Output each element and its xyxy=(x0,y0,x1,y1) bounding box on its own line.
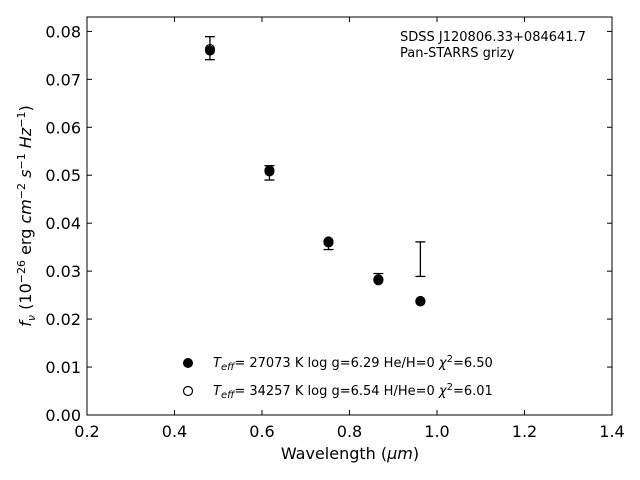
y-tick-label: 0.02 xyxy=(45,310,81,329)
error-bar xyxy=(415,241,426,278)
x-axis: 0.2 0.4 0.6 0.8 1.0 1.2 1.4 xyxy=(74,17,625,441)
x-tick-label: 0.8 xyxy=(337,422,362,441)
y-axis-label: fν (10−26 erg cm−2 s−1 Hz−1) xyxy=(15,105,38,326)
y-tick-label: 0.07 xyxy=(45,70,81,89)
y-tick-label: 0.04 xyxy=(45,214,81,233)
y-tick-label: 0.05 xyxy=(45,166,81,185)
y-tick-label: 0.08 xyxy=(45,22,81,41)
error-bar xyxy=(264,165,275,181)
x-tick-label: 1.4 xyxy=(599,422,624,441)
y-tick-label: 0.00 xyxy=(45,406,81,425)
error-bar xyxy=(323,240,334,251)
error-bar xyxy=(204,36,215,61)
model-point-filled xyxy=(415,295,426,306)
legend-label-2: Teff= 34257 K log g=6.54 H/He=0 χ2=6.01 xyxy=(213,382,493,401)
annotation-survey: Pan-STARRS grizy xyxy=(400,46,515,61)
legend-marker-filled xyxy=(183,358,193,368)
x-tick-label: 1.2 xyxy=(512,422,537,441)
y-tick-label: 0.01 xyxy=(45,358,81,377)
annotation-object-name: SDSS J120806.33+084641.7 xyxy=(400,30,586,45)
x-tick-label: 0.4 xyxy=(162,422,187,441)
legend-label-2-values: = 34257 K log g=6.54 H/He=0 xyxy=(234,384,439,399)
x-tick-label: 0.2 xyxy=(74,422,99,441)
x-axis-label: Wavelength (μm) xyxy=(281,444,419,463)
legend-label-2-chi: =6.01 xyxy=(453,384,493,399)
x-tick-label: 1.0 xyxy=(424,422,449,441)
x-tick-label: 0.6 xyxy=(249,422,274,441)
legend-label-1: Teff= 27073 K log g=6.29 He/H=0 χ2=6.50 xyxy=(213,354,493,373)
legend-marker-open xyxy=(182,385,194,397)
y-tick-label: 0.03 xyxy=(45,262,81,281)
y-tick-label: 0.06 xyxy=(45,118,81,137)
y-axis: 0.00 0.01 0.02 0.03 0.04 0.05 0.06 0.07 0.08 xyxy=(45,22,612,425)
error-bar xyxy=(373,272,384,280)
legend-label-1-values: = 27073 K log g=6.29 He/H=0 xyxy=(234,356,439,371)
data-marks xyxy=(204,36,426,307)
legend: Teff= 27073 K log g=6.29 He/H=0 χ2=6.50 … xyxy=(182,354,493,401)
legend-label-1-chi: =6.50 xyxy=(453,356,493,371)
